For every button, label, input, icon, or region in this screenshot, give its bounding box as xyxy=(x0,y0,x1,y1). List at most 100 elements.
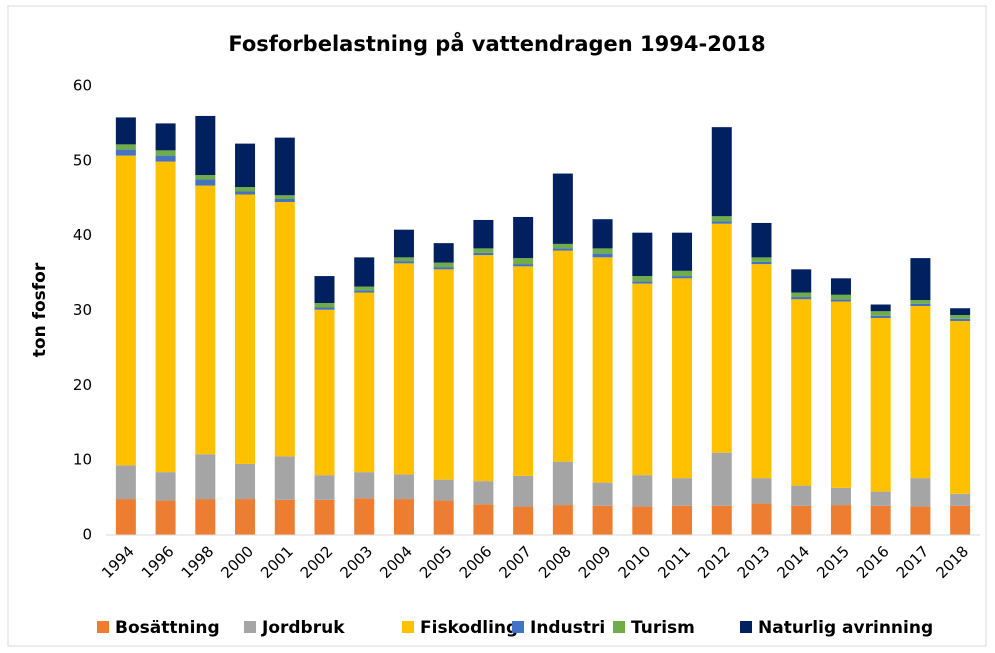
bar-segment xyxy=(115,499,136,535)
bar-segment xyxy=(910,258,931,301)
bar-segment xyxy=(672,278,693,479)
bar-segment xyxy=(552,243,573,249)
legend-swatch xyxy=(613,621,625,633)
bar-segment xyxy=(950,318,971,321)
bar-segment xyxy=(711,452,732,506)
bar-segment xyxy=(393,257,414,262)
bar-segment xyxy=(632,283,653,476)
bar-segment xyxy=(195,499,216,535)
bar-segment xyxy=(473,252,494,256)
bar-segment xyxy=(830,294,851,300)
bar-segment xyxy=(870,311,891,316)
bar-segment xyxy=(830,487,851,506)
bar-segment xyxy=(791,292,812,298)
bar-segment xyxy=(592,219,613,249)
bar-segment xyxy=(433,267,454,270)
bar-segment xyxy=(155,150,176,156)
bar-segment xyxy=(711,505,732,535)
bar-segment xyxy=(274,499,295,535)
bar-segment xyxy=(552,248,573,251)
bar-segment xyxy=(632,281,653,284)
bar-segment xyxy=(195,179,216,186)
y-tick-label: 0 xyxy=(82,526,92,544)
bar-segment xyxy=(433,479,454,501)
bar-segment xyxy=(870,505,891,535)
bar-segment xyxy=(473,219,494,249)
legend-label: Fiskodling xyxy=(420,618,518,638)
bar-segment xyxy=(354,290,375,293)
bar-segment xyxy=(155,161,176,473)
bar-segment xyxy=(592,505,613,535)
bar-segment xyxy=(314,499,335,535)
bar-segment xyxy=(632,276,653,282)
bar-segment xyxy=(791,269,812,293)
bar-segment xyxy=(830,278,851,295)
bar-segment xyxy=(473,481,494,505)
legend-label: Jordbruk xyxy=(261,618,345,638)
bar-segment xyxy=(791,297,812,300)
bar-segment xyxy=(552,250,573,462)
bar-segment xyxy=(274,201,295,457)
bar-segment xyxy=(235,187,256,192)
bar-segment xyxy=(354,286,375,291)
bar-segment xyxy=(235,499,256,535)
bar-segment xyxy=(711,223,732,453)
bar-segment xyxy=(473,255,494,482)
bar-segment xyxy=(592,482,613,506)
bar-segment xyxy=(354,292,375,473)
y-tick-label: 40 xyxy=(73,226,92,244)
bar-segment xyxy=(910,306,931,479)
bar-segment xyxy=(791,485,812,506)
bar-segment xyxy=(393,263,414,475)
bar-segment xyxy=(155,500,176,535)
bar-segment xyxy=(870,304,891,312)
bar-segment xyxy=(632,232,653,277)
legend-label: Naturlig avrinning xyxy=(758,618,933,638)
bar-segment xyxy=(433,243,454,263)
y-tick-label: 10 xyxy=(73,451,92,469)
bar-segment xyxy=(513,258,534,265)
y-tick-label: 60 xyxy=(73,77,92,95)
bar-segment xyxy=(791,505,812,535)
bar-segment xyxy=(473,504,494,535)
bar-segment xyxy=(115,155,136,466)
bar-segment xyxy=(513,506,534,535)
legend-swatch xyxy=(244,621,256,633)
bar-segment xyxy=(354,472,375,499)
bar-segment xyxy=(115,149,136,156)
bar-segment xyxy=(910,303,931,307)
bar-segment xyxy=(235,463,256,500)
bar-segment xyxy=(552,173,573,244)
bar-segment xyxy=(513,264,534,267)
bar-segment xyxy=(235,194,256,464)
bar-segment xyxy=(195,185,216,455)
bar-segment xyxy=(870,491,891,506)
y-tick-label: 30 xyxy=(73,301,92,319)
y-axis-title: ton fosfor xyxy=(30,262,50,357)
legend-swatch xyxy=(402,621,414,633)
bar-segment xyxy=(711,216,732,222)
bar-segment xyxy=(950,314,971,319)
bar-segment xyxy=(910,478,931,507)
bar-segment xyxy=(672,478,693,506)
bar-segment xyxy=(115,465,136,500)
bar-segment xyxy=(751,261,772,265)
bar-segment xyxy=(552,461,573,506)
legend-swatch xyxy=(512,621,524,633)
bar-segment xyxy=(950,493,971,506)
bar-segment xyxy=(711,127,732,217)
bar-segment xyxy=(592,253,613,258)
bar-segment xyxy=(552,505,573,535)
y-tick-label: 50 xyxy=(73,151,92,169)
bar-segment xyxy=(433,500,454,535)
bar-segment xyxy=(751,257,772,262)
bar-segment xyxy=(393,261,414,264)
bar-segment xyxy=(950,505,971,535)
legend-label: Turism xyxy=(631,618,695,638)
bar-segment xyxy=(791,299,812,486)
chart-title: Fosforbelastning på vattendragen 1994-20… xyxy=(228,31,765,56)
bar-segment xyxy=(751,503,772,535)
bar-segment xyxy=(393,499,414,535)
bar-segment xyxy=(314,303,335,308)
bar-segment xyxy=(672,270,693,277)
